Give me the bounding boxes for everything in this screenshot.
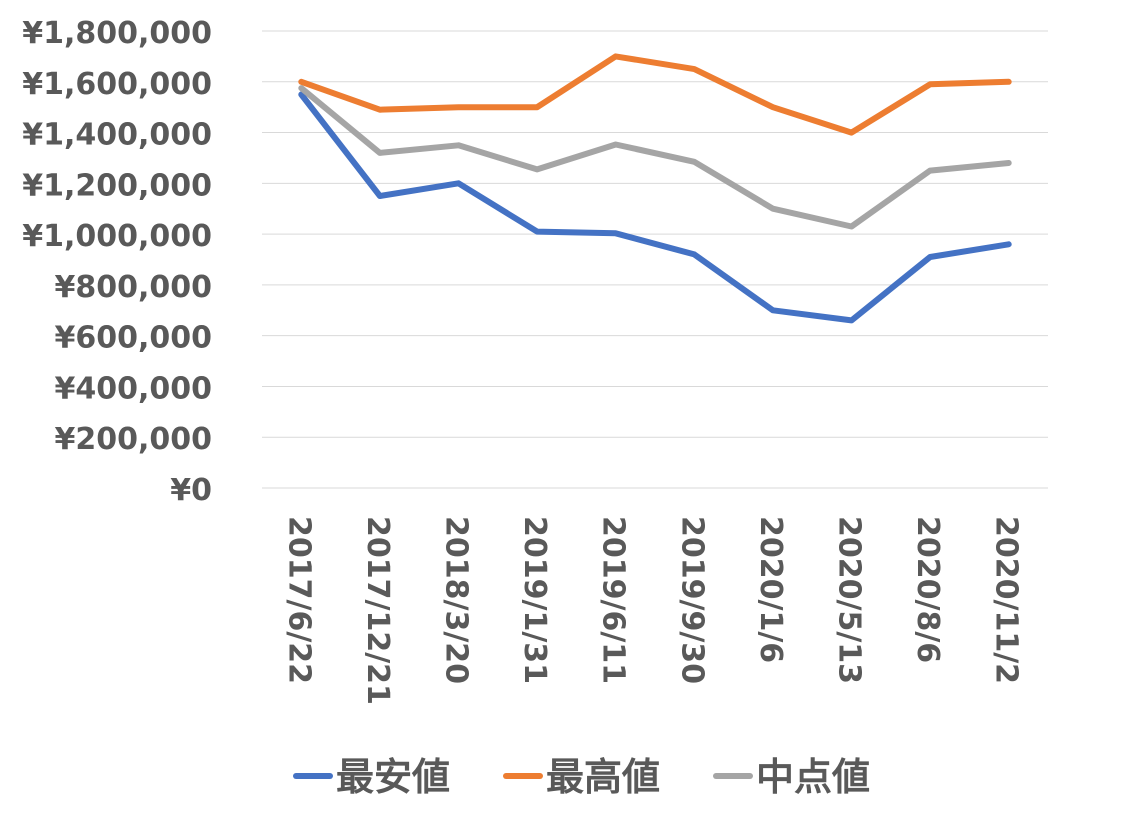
y-tick-label: ¥800,000	[54, 270, 212, 305]
x-tick-label: 2019/1/31	[517, 516, 552, 684]
y-axis-tick-labels: ¥0 ¥200,000 ¥400,000 ¥600,000 ¥800,000 ¥1,000…	[22, 16, 212, 508]
x-axis-tick-labels: 2017/6/22 2017/12/21 2018/3/20 2019/1/31 201…	[281, 516, 1023, 705]
series-line	[298, 91, 1012, 324]
y-tick-label: ¥1,000,000	[22, 219, 212, 254]
x-tick-label: 2020/11/2	[989, 516, 1024, 684]
series-line	[298, 53, 1012, 136]
gridlines	[262, 30, 1048, 489]
series-line	[298, 85, 1012, 230]
y-tick-label: ¥400,000	[54, 371, 212, 406]
x-tick-label: 2017/6/22	[281, 516, 316, 684]
y-tick-label: ¥1,200,000	[22, 168, 212, 203]
x-tick-label: 2020/1/6	[753, 516, 788, 663]
x-tick-label: 2020/8/6	[910, 516, 945, 663]
x-tick-label: 2019/9/30	[674, 516, 709, 684]
legend-label: 中点値	[756, 755, 870, 799]
y-tick-label: ¥200,000	[54, 422, 212, 457]
series-lines	[298, 53, 1012, 324]
x-tick-label: 2018/3/20	[439, 516, 474, 684]
x-tick-label: 2017/12/21	[360, 516, 395, 705]
x-tick-label: 2019/6/11	[596, 516, 631, 684]
x-tick-label: 2020/5/13	[832, 516, 867, 684]
y-tick-label: ¥1,600,000	[22, 67, 212, 102]
legend-label: 最安値	[336, 755, 450, 799]
y-tick-label: ¥1,400,000	[22, 118, 212, 153]
y-tick-label: ¥600,000	[54, 321, 212, 356]
y-tick-label: ¥1,800,000	[22, 16, 212, 51]
legend: 最安値 最高値 中点値	[293, 755, 870, 799]
y-tick-label: ¥0	[170, 473, 212, 508]
legend-label: 最高値	[546, 755, 660, 799]
